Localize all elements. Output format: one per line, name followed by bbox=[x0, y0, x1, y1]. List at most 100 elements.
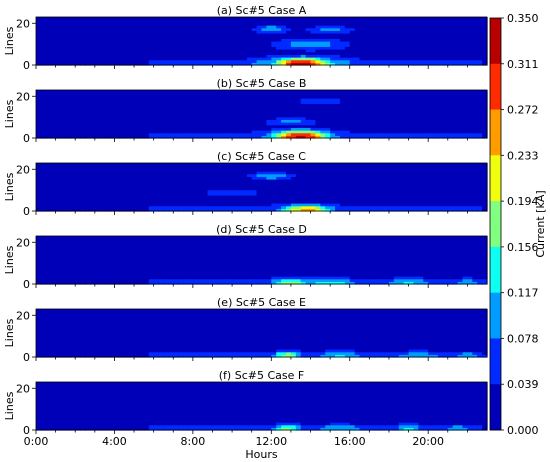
heatmap-cell bbox=[393, 171, 400, 175]
heatmap-cell bbox=[452, 49, 459, 53]
heatmap-cell bbox=[418, 181, 424, 185]
heatmap-cell bbox=[163, 135, 169, 139]
heatmap-cell bbox=[45, 179, 52, 183]
heatmap-cell bbox=[398, 205, 405, 209]
heatmap-cell bbox=[202, 90, 209, 94]
heatmap-cell bbox=[349, 200, 356, 204]
heatmap-cell bbox=[153, 95, 160, 99]
heatmap-cell bbox=[408, 33, 415, 37]
heatmap-cell bbox=[315, 116, 321, 120]
heatmap-cell bbox=[153, 200, 160, 204]
heatmap-cell bbox=[251, 90, 258, 94]
heatmap-cell bbox=[388, 165, 395, 169]
heatmap-cell bbox=[183, 46, 189, 50]
heatmap-cell bbox=[433, 25, 439, 29]
heatmap-cell bbox=[217, 25, 223, 29]
heatmap-cell bbox=[246, 184, 253, 188]
heatmap-cell bbox=[119, 98, 125, 102]
heatmap-cell bbox=[94, 92, 101, 96]
heatmap-cell bbox=[290, 122, 297, 126]
heatmap-cell bbox=[286, 98, 292, 102]
heatmap-cell bbox=[134, 203, 140, 207]
heatmap-cell bbox=[266, 49, 272, 53]
heatmap-cell bbox=[437, 49, 444, 53]
heatmap-cell bbox=[295, 114, 302, 118]
heatmap-cell bbox=[482, 106, 488, 110]
heatmap-cell bbox=[271, 59, 277, 63]
heatmap-cell bbox=[418, 54, 424, 58]
heatmap-cell bbox=[442, 57, 449, 61]
heatmap-cell bbox=[261, 171, 267, 175]
heatmap-cell bbox=[315, 200, 321, 204]
heatmap-cell bbox=[418, 168, 424, 172]
heatmap-cell bbox=[129, 38, 135, 42]
heatmap-cell bbox=[173, 100, 179, 104]
heatmap-cell bbox=[477, 124, 483, 128]
heatmap-cell bbox=[251, 17, 258, 21]
heatmap-cell bbox=[418, 132, 424, 136]
heatmap-cell bbox=[374, 108, 380, 112]
heatmap-cell bbox=[290, 179, 297, 183]
heatmap-cell bbox=[457, 30, 464, 34]
heatmap-cell bbox=[290, 27, 297, 31]
heatmap-cell bbox=[85, 165, 91, 169]
heatmap-cell bbox=[94, 179, 101, 183]
heatmap-cell bbox=[143, 33, 150, 37]
heatmap-cell bbox=[442, 116, 449, 120]
heatmap-cell bbox=[65, 122, 71, 126]
heatmap-cell bbox=[251, 43, 258, 47]
heatmap-cell bbox=[173, 38, 179, 42]
heatmap-cell bbox=[183, 184, 189, 188]
heatmap-cell bbox=[442, 122, 449, 126]
heatmap-cell bbox=[80, 108, 86, 112]
heatmap-cell bbox=[305, 171, 312, 175]
heatmap-cell bbox=[241, 25, 248, 29]
heatmap-cell bbox=[55, 176, 62, 180]
heatmap-cell bbox=[55, 119, 62, 123]
heatmap-cell bbox=[45, 62, 52, 66]
heatmap-cell bbox=[413, 38, 419, 42]
heatmap-cell bbox=[354, 189, 361, 193]
heatmap-cell bbox=[271, 205, 277, 209]
heatmap-cell bbox=[369, 108, 375, 112]
heatmap-cell bbox=[256, 38, 263, 42]
heatmap-cell bbox=[388, 187, 395, 191]
heatmap-cell bbox=[55, 187, 62, 191]
heatmap-cell bbox=[50, 25, 57, 29]
heatmap-cell bbox=[124, 176, 130, 180]
heatmap-cell bbox=[452, 51, 459, 55]
heatmap-cell bbox=[70, 168, 76, 172]
heatmap-cell bbox=[119, 205, 125, 209]
heatmap-cell bbox=[482, 132, 488, 136]
heatmap-cell bbox=[168, 19, 174, 23]
heatmap-cell bbox=[65, 106, 71, 110]
heatmap-cell bbox=[124, 54, 130, 58]
heatmap-cell bbox=[251, 192, 258, 196]
heatmap-cell bbox=[212, 27, 218, 31]
heatmap-cell bbox=[442, 184, 449, 188]
heatmap-cell bbox=[109, 17, 116, 21]
panel-frame bbox=[35, 89, 488, 139]
heatmap-cell bbox=[187, 111, 194, 115]
heatmap-cell bbox=[222, 25, 228, 29]
heatmap-cell bbox=[281, 184, 287, 188]
heatmap-cell bbox=[388, 62, 395, 66]
heatmap-cell bbox=[388, 114, 395, 118]
heatmap-cell bbox=[281, 33, 287, 37]
heatmap-cell bbox=[447, 181, 454, 185]
heatmap-cell bbox=[472, 38, 478, 42]
heatmap-cell bbox=[80, 173, 86, 177]
heatmap-cell bbox=[428, 197, 434, 201]
heatmap-cell bbox=[452, 192, 459, 196]
heatmap-cell bbox=[354, 92, 361, 96]
heatmap-cell bbox=[423, 168, 429, 172]
heatmap-cell bbox=[482, 111, 488, 115]
heatmap-cell bbox=[315, 95, 321, 99]
heatmap-cell bbox=[114, 163, 120, 167]
heatmap-cell bbox=[124, 116, 130, 120]
heatmap-cell bbox=[138, 168, 145, 172]
heatmap-cell bbox=[379, 49, 385, 53]
heatmap-cell bbox=[60, 46, 67, 50]
heatmap-cell bbox=[398, 100, 405, 104]
heatmap-cell bbox=[442, 108, 449, 112]
